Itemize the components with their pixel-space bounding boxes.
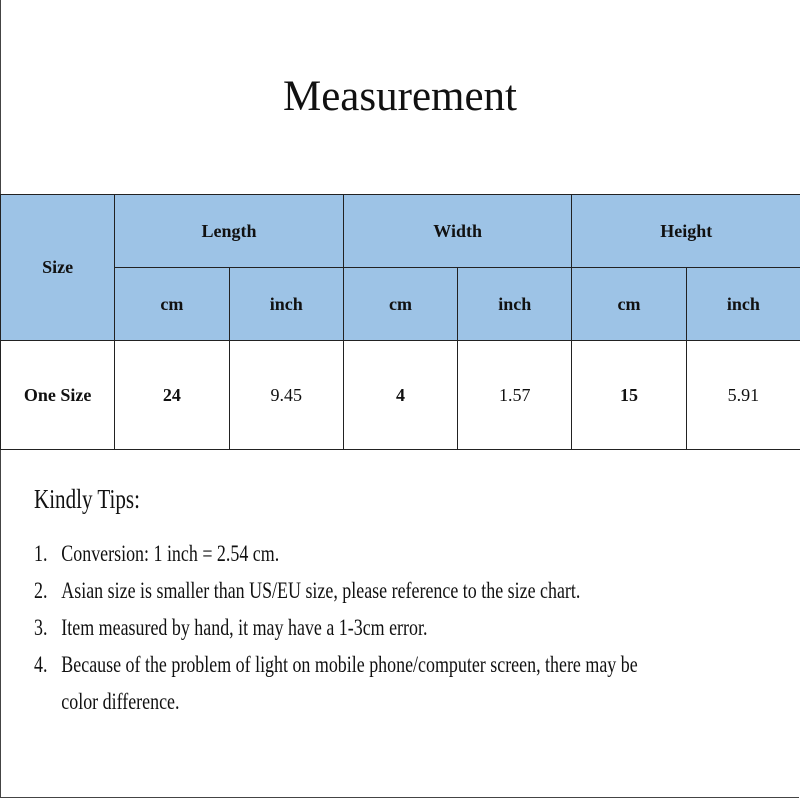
tip-continuation: color difference.	[61, 689, 180, 714]
length-cm-cell: 24	[114, 340, 230, 450]
tip-item: 1. Conversion: 1 inch = 2.54 cm.	[34, 535, 736, 572]
tip-text: Item measured by hand, it may have a 1-3…	[61, 615, 428, 640]
unit-header: cm	[571, 267, 687, 341]
unit-header: inch	[457, 267, 573, 341]
length-header: Length	[114, 194, 344, 268]
tip-text: Conversion: 1 inch = 2.54 cm.	[61, 541, 280, 566]
height-header: Height	[571, 194, 800, 268]
tip-item: 4. Because of the problem of light on mob…	[34, 646, 736, 683]
height-cm-cell: 15	[571, 340, 687, 450]
unit-header: inch	[228, 267, 344, 341]
unit-header: cm	[114, 267, 230, 341]
unit-header: inch	[685, 267, 800, 341]
header-row-units: cm inch cm inch cm inch	[1, 267, 800, 341]
tip-text: Because of the problem of light on mobil…	[61, 652, 638, 677]
tip-item: 3. Item measured by hand, it may have a 1…	[34, 609, 736, 646]
height-inch-cell: 5.91	[685, 340, 800, 450]
unit-header: cm	[342, 267, 459, 341]
tip-number: 4.	[34, 652, 48, 677]
tip-text: Asian size is smaller than US/EU size, p…	[61, 578, 581, 603]
tip-number: 2.	[34, 578, 48, 603]
tip-number: 1.	[34, 541, 48, 566]
table-row: One Size 24 9.45 4 1.57 15 5.91	[0, 340, 800, 450]
tips-title: Kindly Tips:	[34, 484, 140, 514]
size-cell: One Size	[0, 340, 116, 450]
width-cm-cell: 4	[342, 340, 459, 450]
tip-number: 3.	[34, 615, 48, 640]
length-inch-cell: 9.45	[228, 340, 344, 450]
header-row-groups: Size Length Width Height	[0, 194, 800, 341]
tip-item: 2. Asian size is smaller than US/EU size,…	[34, 572, 736, 609]
width-inch-cell: 1.57	[457, 340, 573, 450]
size-header: Size	[0, 194, 116, 341]
tips-section: Kindly Tips: 1. Conversion: 1 inch = 2.54…	[34, 484, 736, 720]
page-title: Measurement	[282, 73, 518, 120]
width-header: Width	[342, 194, 573, 268]
measurement-table: Size Length Width Height cm inch cm inch…	[0, 194, 800, 450]
